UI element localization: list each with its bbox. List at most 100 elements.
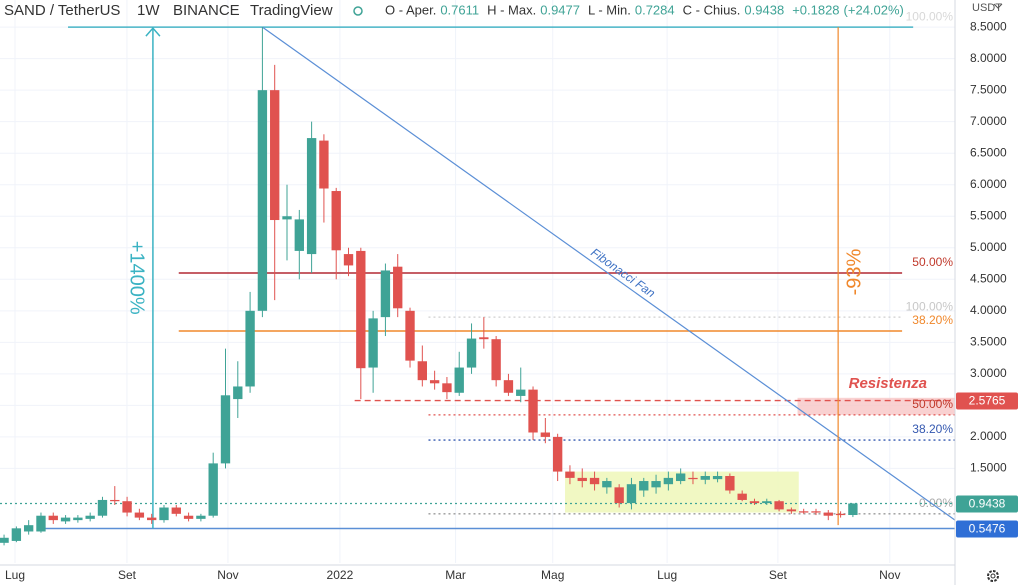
candle-body [429,380,440,384]
resistance-label: Resistenza [849,375,927,392]
candle-body [700,475,710,480]
candle-body [811,511,821,513]
candle-body [565,471,575,478]
legend-value: 0.9477 [540,2,580,17]
candle-body [835,513,846,516]
candle-body [122,501,132,513]
candle-body [405,310,415,361]
price-tag [956,392,1018,410]
candle-body [552,436,563,472]
candle-body [319,140,329,189]
legend-value: 0.7284 [635,2,675,17]
x-tick-label: Nov [217,568,238,582]
candle-body [331,191,341,251]
candle-body [343,254,354,266]
candle-body [540,432,551,437]
candle-body [848,503,858,516]
y-tick-label: 4.5000 [970,271,1007,285]
candle-body [442,383,452,393]
candle-body [368,318,378,368]
candle-body [48,515,58,521]
candle-body [0,537,9,543]
candle-body [688,477,698,480]
plot: Resistenza100.00%50.00%100.00%38.20%50.0… [0,0,956,563]
candle-body [73,517,83,521]
candle-body [823,512,833,516]
candle-body [245,310,255,387]
level-label: 38.20% [912,422,953,436]
candle-body [479,337,489,340]
candle-body [134,512,145,518]
candle-body [589,477,600,485]
candle-body [306,138,317,255]
candle-body [294,219,304,251]
candle-body [380,270,391,318]
candle-body [36,515,46,532]
y-tick-label: 6.0000 [970,177,1007,191]
candle-body [516,389,526,396]
candle-body [257,90,268,311]
resistance-zone [797,397,955,415]
candle-body [393,266,403,309]
candle-body [503,380,514,393]
candle-body [614,487,624,504]
x-tick-label: Set [769,568,788,582]
candle-body [491,339,501,381]
ohlc-legend: O - Aper. 0.7611 H - Max. 0.9477 L - Min. 0.7… [385,2,904,17]
candle-body [196,515,206,519]
candle-body [626,484,637,504]
x-tick-label: Lug [657,568,677,582]
candle-body [60,517,71,522]
candle-body [11,528,22,541]
candle-body [97,499,108,516]
candle-body [749,501,760,504]
fall-label: -93% [843,248,865,295]
candle-body [85,515,95,519]
candle-body [725,475,735,491]
level-label: 38.20% [912,313,953,327]
settings-icon[interactable] [987,570,999,582]
price-tag [956,520,1018,538]
candle-body [233,386,243,400]
candle-body [417,361,428,381]
candle-body [159,507,169,521]
status-dot [353,6,363,16]
source: TradingView [250,2,333,19]
candle-body [774,501,784,510]
level-label: 100.00% [906,9,954,23]
legend-label: C - Chius. [683,2,741,17]
candle-body [762,501,772,504]
y-tick-label: 7.0000 [970,114,1007,128]
y-tick-label: 2.0000 [970,429,1007,443]
header: SAND / TetherUS 1W BINANCE TradingView [4,2,363,19]
x-tick-label: Set [118,568,137,582]
gear[interactable] [987,570,999,582]
price-tag [956,495,1018,513]
candle-body [799,511,809,513]
candle-body [712,475,723,480]
candle-body [110,499,120,502]
rise-label: +1400% [126,241,148,315]
legend-label: H - Max. [487,2,536,17]
candle-body [220,395,231,464]
candle-body [147,517,157,521]
candle-body [737,493,747,500]
x-tick-label: Mar [445,568,466,582]
y-tick-label: 3.0000 [970,366,1007,380]
candle-body [282,216,292,220]
level-label: 50.00% [912,255,953,269]
y-tick-label: 3.5000 [970,335,1007,349]
x-tick-label: Nov [879,568,900,582]
x-tick-label: 2022 [327,568,354,582]
legend-label: L - Min. [588,2,631,17]
x-tick-label: Lug [5,568,25,582]
legend-value: 0.7611 [440,2,479,17]
legend-change-pct: (+24.02%) [844,2,904,17]
gear-hub[interactable] [990,573,996,579]
candle-body [528,389,538,433]
x-tick-label: Mag [541,568,564,582]
level-label: 100.00% [906,299,954,313]
